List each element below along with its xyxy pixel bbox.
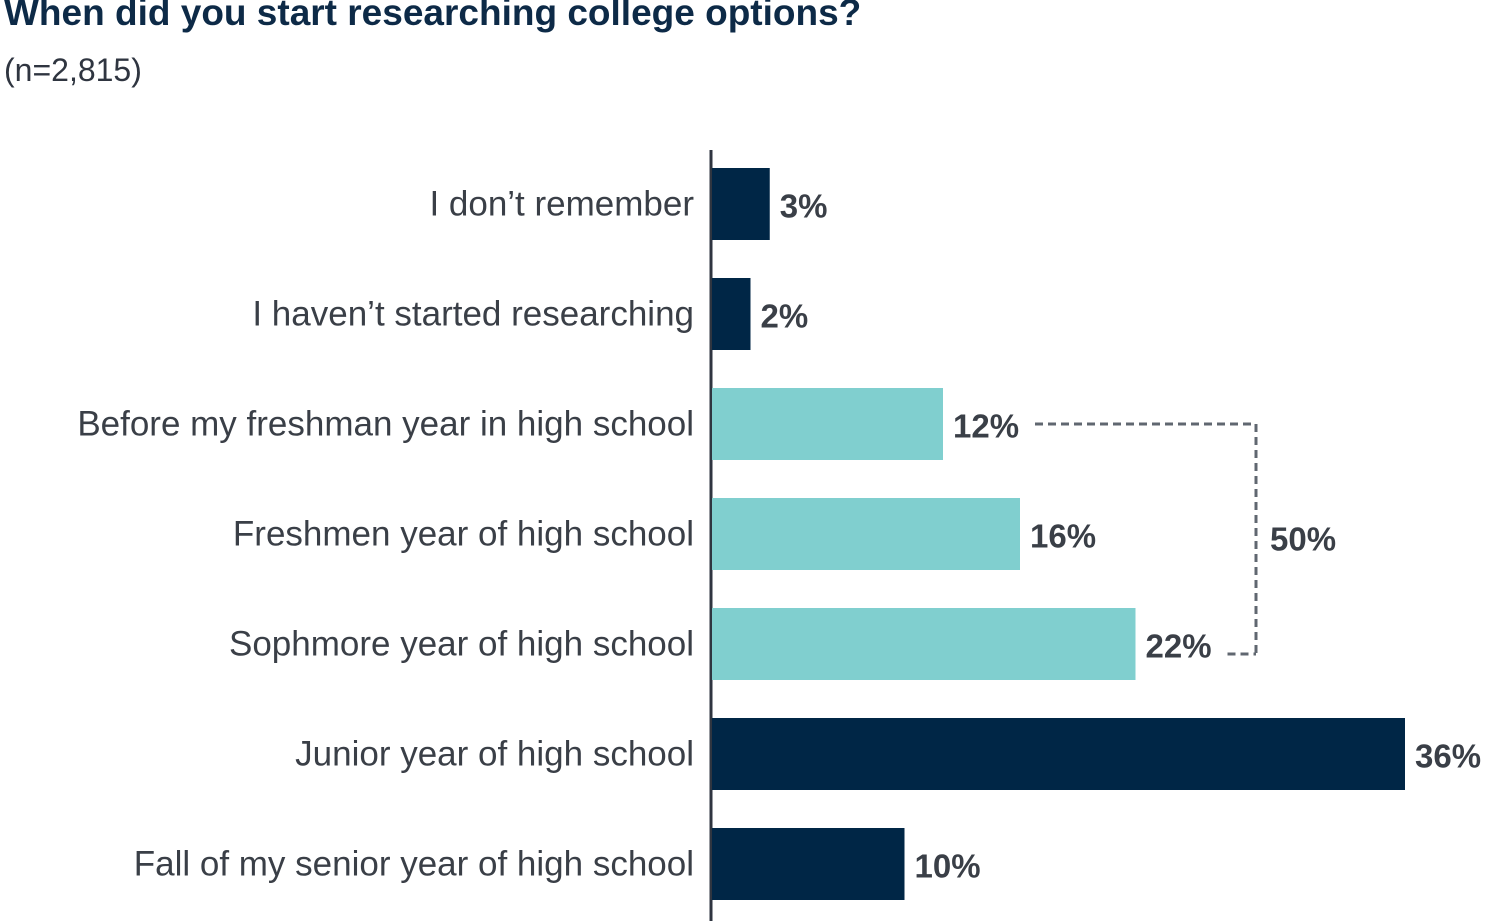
bar — [712, 608, 1136, 680]
bar — [712, 828, 905, 900]
bar — [712, 388, 943, 460]
value-label: 3% — [780, 188, 828, 225]
bar — [712, 168, 770, 240]
value-label: 22% — [1146, 628, 1212, 665]
bars-group — [712, 168, 1405, 900]
bracket-annotation: 50% — [1035, 422, 1336, 656]
category-label: Sophmore year of high school — [229, 625, 694, 664]
category-label: Before my freshman year in high school — [77, 405, 694, 444]
category-label: Freshmen year of high school — [233, 515, 694, 554]
category-label: I haven’t started researching — [252, 295, 694, 334]
bracket-label: 50% — [1270, 521, 1336, 558]
category-label: Junior year of high school — [295, 735, 694, 774]
value-label: 10% — [915, 848, 981, 885]
bar — [712, 498, 1020, 570]
chart-title: When did you start researching college o… — [4, 0, 862, 33]
category-label: I don’t remember — [429, 185, 694, 224]
bar — [712, 278, 751, 350]
value-labels: 3% 2% 12% 16% 22% 36% 10% — [761, 188, 1482, 885]
value-label: 2% — [761, 298, 809, 335]
category-label: Fall of my senior year of high school — [134, 845, 694, 884]
value-label: 36% — [1415, 738, 1481, 775]
value-label: 16% — [1030, 518, 1096, 555]
category-labels: I don’t remember I haven’t started resear… — [77, 185, 694, 884]
chart-subtitle: (n=2,815) — [4, 52, 142, 88]
bar — [712, 718, 1405, 790]
value-label: 12% — [953, 408, 1019, 445]
